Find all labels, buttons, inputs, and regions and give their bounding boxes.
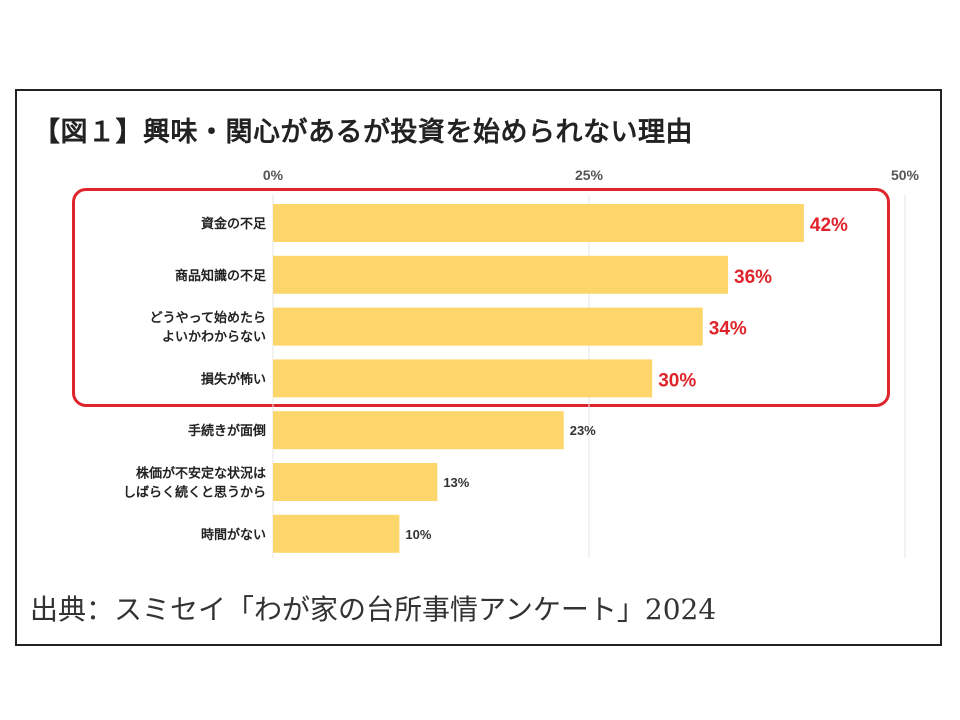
bar	[273, 514, 400, 553]
category-label: 商品知識の不足	[175, 268, 267, 284]
category-label: 株価が不安定な状況は	[136, 466, 266, 482]
category-label: 手続きが面倒	[188, 423, 266, 439]
value-label: 23%	[570, 423, 596, 438]
bar	[273, 204, 804, 242]
bar	[273, 255, 729, 294]
category-label: どうやって始めたら	[150, 310, 266, 326]
highlight-box	[72, 188, 890, 407]
x-tick-label: 0%	[263, 167, 284, 183]
bar	[273, 463, 438, 501]
bar	[273, 411, 564, 450]
category-label: よいかわからない	[162, 330, 266, 345]
value-label: 34%	[709, 319, 747, 340]
category-label: 資金の不足	[201, 216, 267, 232]
source-note: 出典：スミセイ「わが家の台所事情アンケート」2024	[30, 593, 717, 626]
category-label: しばらく続くと思うから	[123, 485, 266, 501]
category-label: 時間がない	[201, 527, 266, 543]
value-label: 42%	[810, 215, 848, 236]
value-label: 30%	[658, 370, 696, 391]
bar	[273, 307, 703, 346]
x-tick-label: 25%	[575, 167, 604, 183]
value-label: 10%	[405, 527, 431, 542]
chart-title: 【図１】興味・関心があるが投資を始められない理由	[33, 117, 693, 148]
x-tick-label: 50%	[891, 167, 920, 183]
value-label: 13%	[443, 475, 469, 490]
bar	[273, 359, 653, 398]
category-label: 損失が怖い	[201, 371, 266, 387]
value-label: 36%	[734, 267, 772, 288]
